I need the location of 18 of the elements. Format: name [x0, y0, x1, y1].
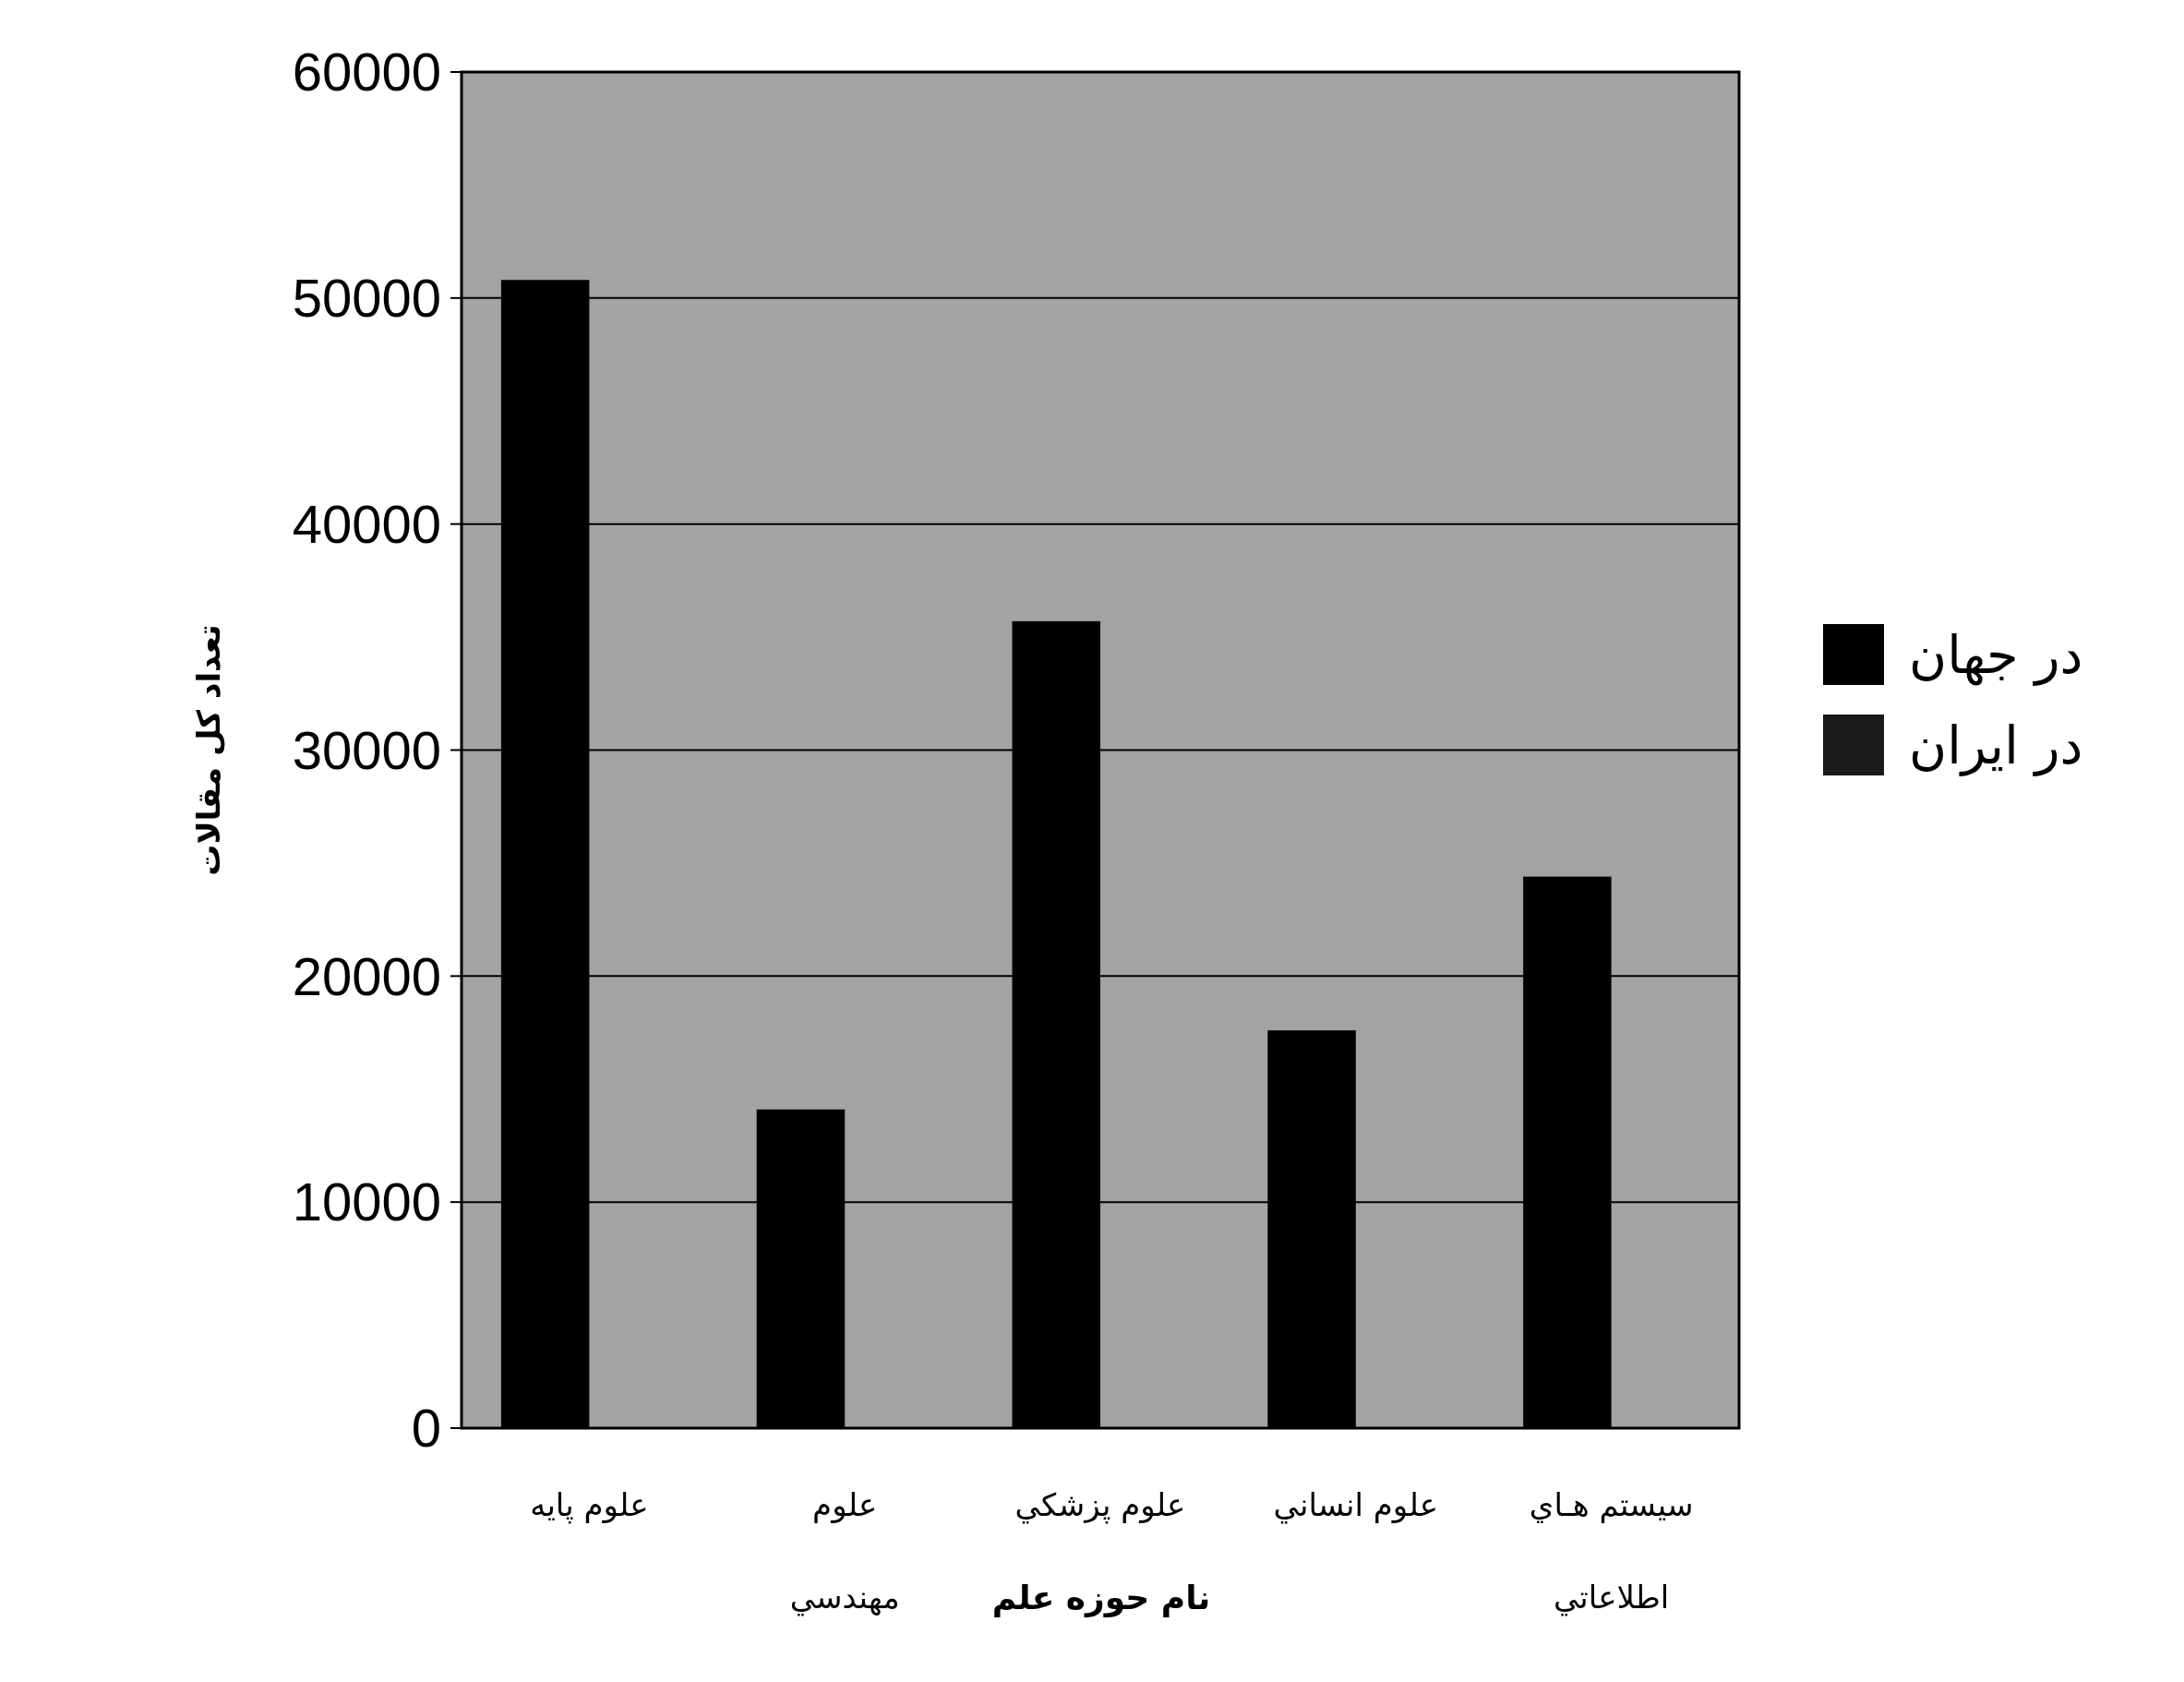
y-tick-label: 0	[411, 1398, 441, 1459]
y-tick-label: 20000	[292, 945, 441, 1006]
legend-label: در جهان	[1909, 624, 2083, 686]
y-tick-label: 60000	[292, 42, 441, 102]
x-tick-label: علوم پايه	[530, 1486, 649, 1524]
x-axis-title: نام حوزه علم	[991, 1579, 1211, 1617]
y-tick-label: 30000	[292, 719, 441, 780]
x-tick-label: علوم پزشكي	[1014, 1486, 1186, 1524]
legend-entry: در جهان	[1823, 624, 2083, 685]
x-tick-label: علوم انساني	[1273, 1486, 1438, 1524]
y-tick-label: 10000	[292, 1171, 441, 1232]
y-tick-label: 50000	[292, 268, 441, 329]
legend-label: در ايران	[1909, 715, 2083, 776]
y-axis-title: تعداد كل مقالات	[190, 624, 227, 876]
legend-entry: در ايران	[1823, 715, 2083, 775]
category-label: سيستم هـاي اطلاعاتي	[1529, 1486, 1694, 1616]
category-label: علوم مهندسي	[789, 1486, 900, 1616]
y-tick-label: 40000	[292, 493, 441, 554]
